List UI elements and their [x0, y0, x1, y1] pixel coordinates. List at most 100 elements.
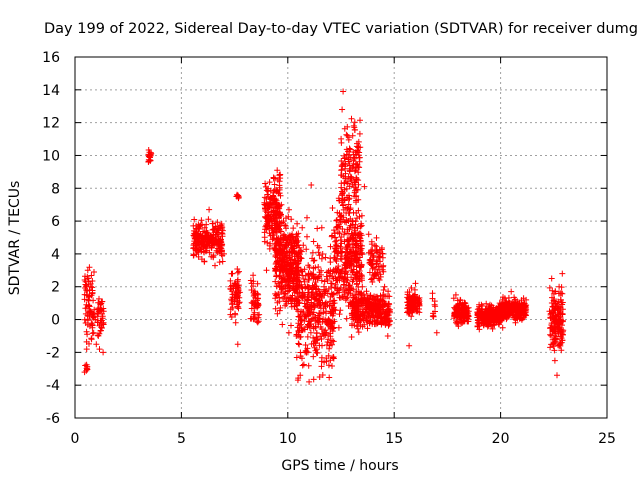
- data-point: [316, 374, 323, 380]
- data-point: [346, 248, 353, 255]
- data-point: [314, 336, 321, 343]
- data-point: [269, 227, 276, 234]
- data-point: [345, 201, 352, 208]
- data-point: [345, 148, 351, 155]
- data-point: [521, 303, 527, 310]
- data-point: [295, 340, 302, 347]
- data-point: [264, 191, 271, 198]
- data-point: [462, 300, 469, 307]
- data-point: [354, 325, 361, 332]
- data-point: [307, 329, 314, 336]
- data-point: [261, 199, 268, 206]
- data-point: [297, 372, 304, 379]
- data-point: [337, 243, 344, 250]
- data-point: [213, 225, 220, 232]
- data-point: [275, 226, 282, 233]
- data-point: [547, 344, 554, 351]
- data-point: [367, 250, 374, 257]
- data-point: [272, 278, 279, 285]
- data-point: [346, 168, 353, 175]
- data-point: [350, 234, 357, 241]
- data-point: [344, 241, 351, 248]
- data-point: [504, 314, 510, 321]
- data-point: [218, 241, 225, 248]
- data-point: [328, 233, 335, 240]
- data-point: [88, 272, 95, 279]
- data-point: [265, 194, 272, 201]
- data-point: [323, 320, 330, 327]
- data-point: [559, 317, 566, 324]
- data-point: [285, 298, 292, 304]
- data-point: [296, 251, 303, 258]
- data-point: [87, 308, 94, 315]
- data-point: [295, 255, 302, 261]
- data-point: [294, 220, 301, 227]
- data-point: [334, 285, 341, 292]
- data-point: [352, 294, 359, 301]
- data-point: [308, 341, 315, 347]
- data-point: [359, 283, 366, 290]
- data-point: [341, 229, 348, 235]
- y-tick-label: 16: [42, 50, 60, 66]
- data-point: [344, 257, 351, 264]
- data-point: [277, 304, 284, 311]
- data-point: [206, 206, 213, 213]
- data-point: [234, 269, 241, 276]
- data-point: [493, 305, 500, 312]
- data-point: [321, 359, 328, 366]
- data-point: [342, 160, 349, 167]
- data-point: [339, 266, 346, 273]
- data-point: [325, 336, 332, 343]
- data-point: [288, 260, 295, 267]
- data-point: [383, 316, 389, 322]
- data-point: [557, 304, 564, 311]
- data-point: [195, 238, 202, 245]
- data-point: [338, 163, 345, 170]
- data-point: [298, 268, 305, 275]
- data-point: [337, 249, 344, 256]
- data-point: [317, 333, 324, 340]
- data-point: [295, 267, 302, 274]
- data-point: [333, 224, 340, 231]
- data-point: [290, 261, 297, 268]
- y-tick-label: -6: [46, 411, 60, 427]
- data-point: [321, 283, 327, 290]
- data-point: [264, 239, 271, 246]
- data-point: [201, 258, 208, 265]
- data-point: [310, 315, 316, 322]
- data-point: [404, 309, 411, 316]
- data-point: [338, 253, 345, 260]
- data-point: [350, 122, 357, 129]
- data-point: [271, 181, 278, 188]
- data-point: [370, 254, 377, 261]
- data-point: [329, 205, 336, 211]
- data-point: [253, 318, 260, 325]
- data-point: [414, 294, 420, 301]
- data-point: [235, 287, 242, 294]
- data-point: [343, 315, 350, 322]
- data-point: [282, 282, 289, 289]
- data-point: [406, 289, 413, 295]
- data-point: [464, 318, 471, 325]
- data-point: [316, 342, 323, 349]
- data-point: [344, 180, 351, 187]
- data-point: [334, 277, 341, 284]
- data-point: [336, 223, 343, 230]
- data-point: [96, 295, 102, 302]
- data-point: [212, 262, 218, 269]
- data-point: [349, 132, 356, 139]
- data-point: [299, 327, 306, 334]
- data-point: [357, 144, 364, 151]
- data-point: [94, 310, 101, 316]
- data-point: [298, 284, 305, 291]
- data-point: [330, 355, 337, 362]
- data-point: [338, 199, 345, 206]
- data-point: [294, 324, 301, 331]
- data-point: [312, 347, 319, 354]
- data-point: [82, 278, 89, 285]
- data-point: [549, 287, 556, 294]
- data-point: [555, 311, 562, 318]
- data-point: [305, 362, 312, 369]
- data-point: [82, 362, 89, 369]
- y-tick-label: 14: [42, 83, 60, 99]
